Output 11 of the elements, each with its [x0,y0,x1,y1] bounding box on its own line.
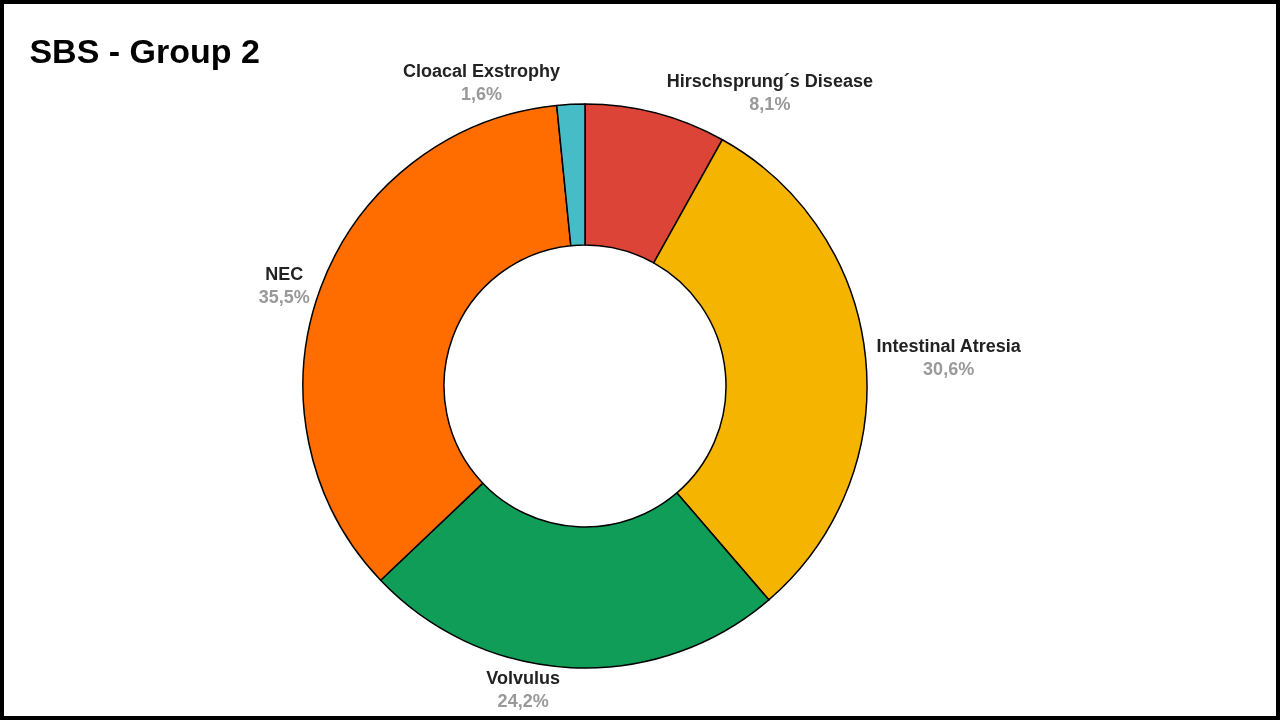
slice-label: NEC [265,263,304,284]
slice-label: Hirschsprung´s Disease [666,71,873,92]
data-label: 1,6% [460,84,502,105]
slice-label: Intestinal Atresia [876,335,1022,356]
slice-label: Cloacal Exstrophy [402,61,560,82]
slice-label: Volvulus [486,667,560,688]
data-label: 30,6% [923,359,975,380]
data-label: 35,5% [258,287,310,308]
data-label: 8,1% [749,94,791,115]
chart-title: SBS - Group 2 [29,32,260,71]
data-label: 24,2% [497,690,549,711]
